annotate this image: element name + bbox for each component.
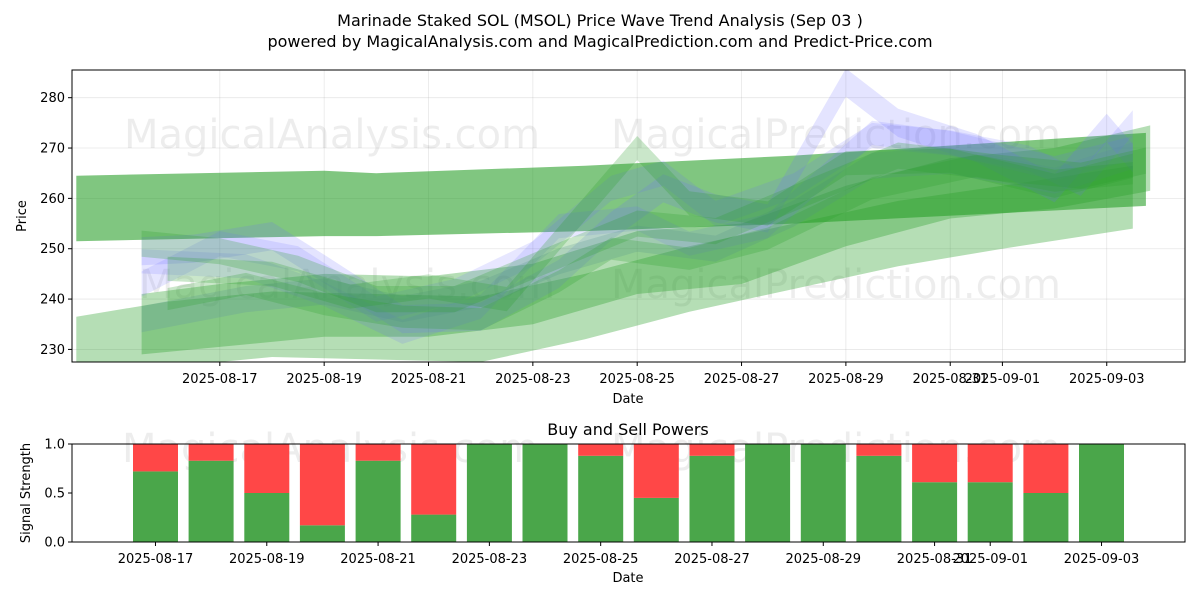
sell-power-bar [244,444,290,493]
sell-power-bar [633,444,679,498]
buy-sell-x-tick-label: 2025-08-19 [229,552,305,567]
buy-power-bar [800,444,846,542]
buy-power-bar [355,460,401,542]
watermark-magicalprediction-mid: MagicalPrediction.com [611,262,1061,308]
buy-sell-panel: Buy and Sell Powers MagicalAnalysis.com … [19,420,1186,586]
buy-power-bar [188,460,234,542]
buy-sell-x-tick-label: 2025-08-21 [340,552,416,567]
buy-power-bar [856,455,902,542]
buy-sell-x-tick-label: 2025-08-29 [785,552,861,567]
price-axes-frame [71,69,1186,363]
sell-power-bar [411,444,457,515]
price-y-tick-label: 260 [40,192,65,207]
sell-power-bar [578,444,624,456]
sell-power-bar [188,444,234,461]
series-band-green-2 [141,125,1151,355]
buy-sell-y-ticks: 0.0 0.5 1.0 [44,438,72,551]
buy-sell-x-tick-label: 2025-09-03 [1064,552,1140,567]
price-x-tick-label: 2025-08-31 [912,372,988,387]
price-series-group [76,70,1151,362]
buy-sell-x-axis-label: Date [612,571,643,586]
buy-sell-x-tick-label: 2025-08-23 [452,552,528,567]
sell-power-bar [856,444,902,456]
buy-power-bar [633,497,679,542]
sell-power-bar [133,444,178,472]
sell-power-bar [967,444,1013,483]
price-x-axis-label: Date [612,392,643,407]
buy-sell-x-tick-label: 2025-08-27 [674,552,750,567]
figure-title: Marinade Staked SOL (MSOL) Price Wave Tr… [337,11,863,30]
price-x-tick-label: 2025-09-03 [1069,372,1145,387]
price-wave-panel: MagicalAnalysis.com MagicalPrediction.co… [15,69,1186,407]
buy-sell-x-tick-label: 2025-08-25 [563,552,639,567]
price-y-tick-label: 240 [40,293,65,308]
buy-sell-x-tick-label: 2025-08-31 [897,552,973,567]
series-wave-green-2 [167,136,1133,312]
price-x-tick-label: 2025-08-19 [286,372,362,387]
buy-sell-x-tick-label: 2025-09-01 [952,552,1028,567]
buy-power-bar [967,482,1013,542]
price-y-tick-label: 270 [40,142,65,157]
sell-power-bar [299,444,345,526]
price-y-tick-label: 230 [40,343,65,358]
buy-power-bar [466,444,512,542]
price-x-tick-label: 2025-08-25 [599,372,675,387]
price-x-tick-label: 2025-08-27 [704,372,780,387]
series-long-trend-upper [76,132,1146,242]
watermark-magicalanalysis-top: MagicalAnalysis.com [124,112,540,158]
buy-power-bar [299,525,345,542]
buy-power-bar [745,444,791,542]
sell-power-bar [1023,444,1069,493]
buy-power-bar [244,493,290,542]
buy-sell-y-tick-label: 0.0 [44,536,65,551]
price-x-tick-label: 2025-08-21 [391,372,467,387]
series-wave-blue-1 [141,70,1133,334]
figure-subtitle: powered by MagicalAnalysis.com and Magic… [267,32,932,51]
price-y-tick-label: 280 [40,91,65,106]
price-y-tick-label: 250 [40,242,65,257]
buy-power-bar [912,482,958,542]
buy-sell-y-tick-label: 0.5 [44,487,65,502]
buy-power-bar [1079,444,1124,542]
buy-power-bar [411,514,457,542]
series-wave-green-1 [141,142,1146,313]
price-x-ticks: 2025-08-17 2025-08-19 2025-08-21 2025-08-23… [182,362,1145,387]
price-y-axis-label: Price [15,200,30,232]
buy-sell-y-axis-label: Signal Strength [19,443,34,543]
price-y-ticks: 230 240 250 260 270 280 [40,91,72,358]
sell-power-bar [689,444,735,456]
buy-sell-x-ticks: 2025-08-17 2025-08-19 2025-08-21 2025-08-23… [118,542,1140,567]
price-x-tick-label: 2025-09-01 [965,372,1041,387]
price-x-tick-label: 2025-08-17 [182,372,258,387]
price-x-tick-label: 2025-08-29 [808,372,884,387]
buy-power-bar [689,455,735,542]
buy-power-bar [1023,493,1069,542]
sell-power-bar [355,444,401,461]
watermark-magicalanalysis-mid: MagicalAnalysis.com [139,262,555,308]
series-wave-green-3 [167,154,1133,331]
buy-sell-title: Buy and Sell Powers [547,420,709,439]
buy-sell-bars [133,444,1124,542]
price-x-tick-label: 2025-08-23 [495,372,571,387]
series-wave-steel-1 [141,142,1133,333]
buy-power-bar [522,444,568,542]
buy-sell-x-tick-label: 2025-08-17 [118,552,194,567]
buy-power-bar [578,455,624,542]
series-band-green-1 [76,165,1133,362]
sell-power-bar [912,444,958,483]
buy-power-bar [133,471,178,542]
buy-sell-y-tick-label: 1.0 [44,438,65,453]
